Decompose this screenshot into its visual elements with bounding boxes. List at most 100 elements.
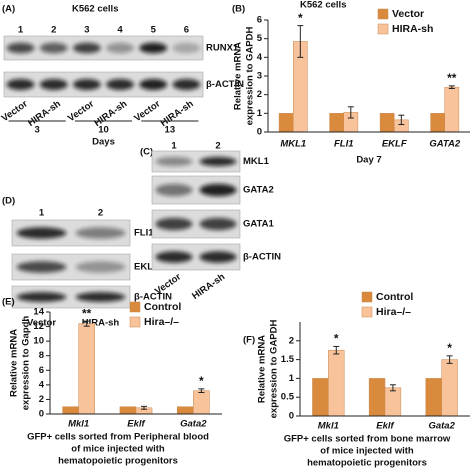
y-axis-label: Relative mRNA [257, 335, 268, 403]
blot-band [75, 227, 126, 239]
bar [368, 378, 386, 417]
blot-band [72, 42, 101, 54]
condition-label: HIRA-sh [82, 318, 120, 329]
blot-band [199, 156, 237, 167]
y-tick-label: 0 [289, 411, 294, 422]
blot-band [199, 217, 237, 231]
x-tick-label: MKL1 [280, 139, 306, 150]
blot-band [155, 183, 193, 197]
protein-label: β-ACTIN [134, 292, 172, 303]
bar [193, 390, 210, 415]
error-bar [83, 320, 90, 327]
error-bar [398, 114, 405, 126]
y-tick-label: 1 [289, 373, 295, 384]
blot-band [172, 42, 201, 54]
lane-number: 1 [18, 25, 24, 36]
blot-band [139, 79, 168, 90]
blot-band [16, 227, 67, 239]
lane-number: 6 [184, 25, 189, 36]
y-tick-label: 5 [257, 33, 263, 44]
y-axis-label: Relative mRNA [233, 42, 244, 110]
y-tick-label: 2 [257, 89, 262, 100]
bar [430, 113, 445, 133]
bar [78, 323, 95, 415]
lane-number: 2 [51, 25, 56, 36]
legend-label: Control [376, 291, 413, 303]
y-tick-label: 14 [33, 307, 44, 318]
blot-band [199, 251, 237, 263]
protein-label: GATA1 [243, 219, 275, 230]
bar [278, 113, 294, 133]
protein-label: EKLF [134, 262, 159, 273]
panel-label: (D) [2, 196, 15, 207]
significance-mark: ** [447, 71, 457, 85]
condition-label: Vector [27, 318, 56, 329]
x-tick-label: EKLF [382, 139, 407, 150]
bar [328, 349, 345, 417]
significance-mark: * [298, 11, 303, 25]
blot-band [39, 42, 68, 54]
blot-band [139, 42, 168, 54]
bar [384, 387, 402, 417]
blot-band [155, 251, 193, 263]
significance-mark: * [334, 332, 339, 346]
day-label: 13 [165, 125, 176, 136]
y-tick-label: 1 [257, 108, 263, 119]
x-tick-label: Mkl1 [68, 419, 89, 430]
x-axis-label: of mice injected with [71, 444, 165, 455]
panel-label: (F) [243, 335, 255, 346]
chart-title: K562 cells [300, 0, 346, 11]
legend-swatch [377, 8, 389, 20]
y-tick-label: 1.5 [281, 354, 295, 365]
significance-mark: ** [82, 306, 92, 320]
blot-band [199, 183, 237, 197]
x-axis-label: GFP+ cells sorted from Peripheral blood [27, 432, 209, 443]
legend-label: Vector [392, 8, 424, 20]
day-label: 3 [35, 125, 40, 136]
blot-band [172, 79, 201, 90]
lane-number: 1 [171, 141, 177, 152]
blot-background [3, 35, 204, 61]
y-tick-label: 0 [257, 127, 262, 138]
y-tick-label: 10 [33, 336, 44, 347]
panel-label: (E) [2, 297, 15, 308]
y-axis-label: expression to Gapdh [21, 316, 32, 411]
lane-number: 1 [39, 208, 45, 219]
error-bar [389, 384, 396, 392]
panel-title: K562 cells [72, 4, 118, 15]
day-label: 10 [98, 125, 109, 136]
panel-label: (B) [232, 4, 245, 15]
y-tick-label: 6 [257, 15, 262, 26]
x-axis-label: GFP+ cells sorted from bone marrow [284, 434, 451, 445]
bar [177, 406, 194, 415]
error-bar [297, 25, 304, 58]
protein-label: β-ACTIN [243, 252, 281, 263]
blot-background [3, 71, 204, 98]
lane-number: 3 [84, 25, 89, 36]
condition-label: HIRA-sh [190, 271, 227, 302]
legend-swatch [129, 301, 141, 313]
bar [119, 406, 137, 415]
x-axis-label: Day 7 [356, 155, 381, 166]
protein-label: β-ACTIN [206, 79, 244, 90]
panel-label: (A) [2, 4, 15, 15]
blot-band [106, 79, 135, 90]
blot-band [155, 156, 193, 167]
y-axis-label: expression to GAPDH [269, 320, 280, 419]
y-axis-label: expression to GAPDH [245, 27, 256, 126]
lane-number: 4 [117, 25, 123, 36]
legend-label: Hira–/– [144, 316, 179, 328]
lane-number: 5 [151, 25, 157, 36]
blot-band [106, 42, 135, 54]
bar [62, 406, 79, 415]
y-tick-label: 0 [39, 409, 44, 420]
blot-band [72, 79, 101, 90]
lane-number: 2 [98, 208, 103, 219]
bar [312, 378, 329, 417]
bar [441, 359, 458, 417]
condition-label: HIRA-sh [26, 98, 63, 129]
lane-number: 2 [215, 141, 220, 152]
legend-swatch [361, 291, 373, 303]
x-tick-label: FLI1 [334, 139, 354, 150]
